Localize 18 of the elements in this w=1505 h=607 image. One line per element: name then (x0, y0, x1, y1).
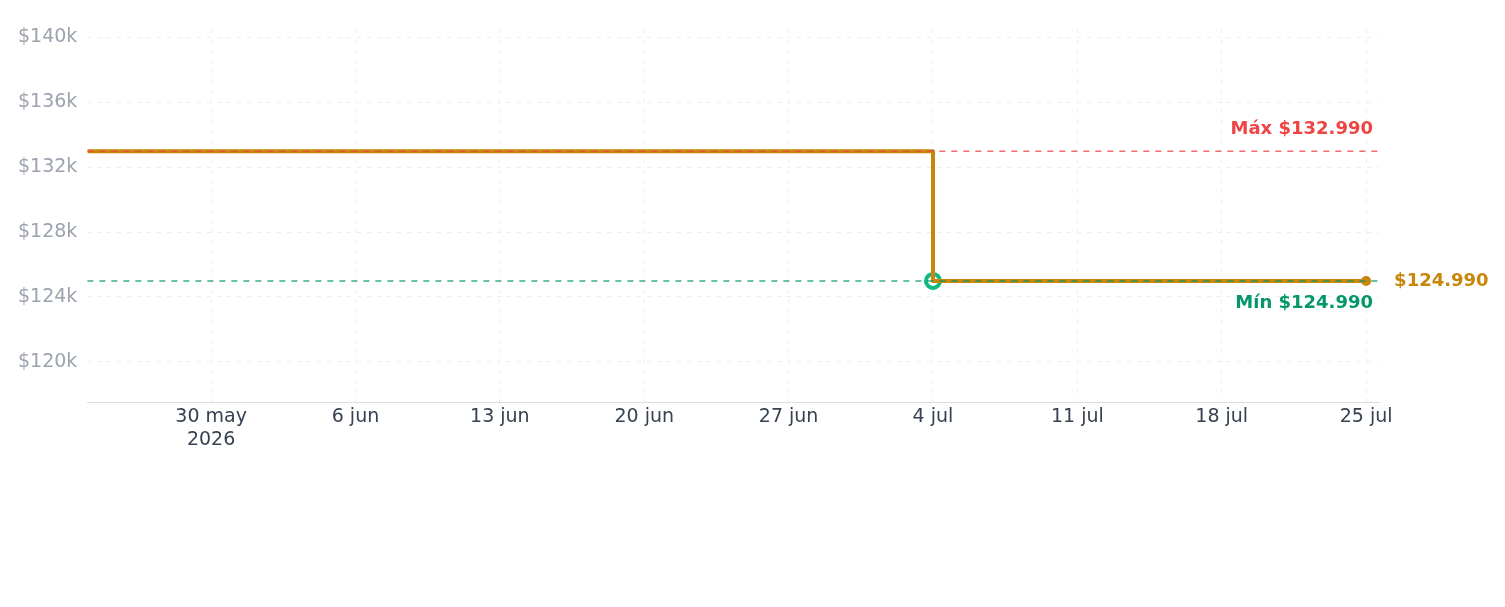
x-tick-label: 20 jun (614, 403, 675, 426)
ref-line-label: Máx $132.990 (1230, 116, 1373, 138)
ref-line-label: Mín $124.990 (1235, 290, 1373, 312)
x-tick-label: 27 jun (758, 403, 819, 426)
y-tick-label: $136k (18, 89, 78, 112)
x-tick-label: 6 jun (331, 403, 380, 426)
y-tick-label: $124k (18, 283, 78, 306)
y-tick-label: $120k (18, 348, 78, 371)
x-tick-label: 25 jul (1339, 403, 1393, 426)
x-tick-label: 11 jul (1050, 403, 1104, 426)
x-tick-label: 18 jul (1195, 403, 1249, 426)
x-tick-label: 13 jun (470, 403, 530, 426)
y-tick-label: $128k (18, 219, 78, 242)
x-tick-label: 30 may 2026 (175, 403, 247, 449)
annotation: $124.990 (1394, 268, 1489, 290)
y-tick-label: $140k (18, 24, 78, 47)
x-tick-label: 4 jul (912, 403, 954, 426)
y-tick-label: $132k (18, 154, 78, 177)
